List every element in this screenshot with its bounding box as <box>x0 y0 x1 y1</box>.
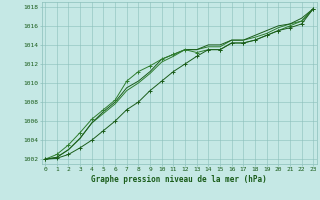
X-axis label: Graphe pression niveau de la mer (hPa): Graphe pression niveau de la mer (hPa) <box>91 175 267 184</box>
